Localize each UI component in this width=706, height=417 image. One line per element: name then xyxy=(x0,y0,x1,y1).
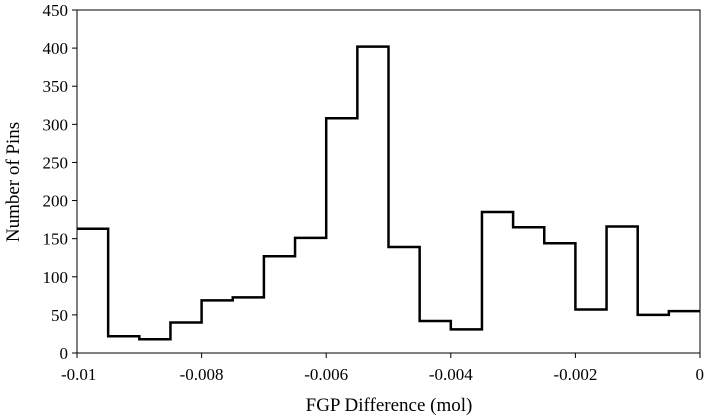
x-tick-label: -0.008 xyxy=(180,365,224,384)
y-tick-label: 300 xyxy=(43,115,69,134)
x-tick-label: -0.01 xyxy=(61,365,96,384)
y-tick-label: 250 xyxy=(43,153,69,172)
x-axis-title: FGP Difference (mol) xyxy=(306,395,473,416)
x-tick-label: -0.002 xyxy=(553,365,597,384)
y-tick-label: 150 xyxy=(43,230,69,249)
x-tick-label: 0 xyxy=(696,365,705,384)
y-axis-title: Number of Pins xyxy=(3,122,24,242)
y-tick-label: 400 xyxy=(43,39,69,58)
x-axis: -0.01 -0.008 -0.006 -0.004 -0.002 0 xyxy=(61,353,704,384)
x-tick-label: -0.006 xyxy=(304,365,348,384)
y-tick-label: 100 xyxy=(43,268,69,287)
histogram-step-line xyxy=(77,45,700,341)
y-tick-label: 0 xyxy=(60,344,69,363)
y-tick-label: 50 xyxy=(51,306,68,325)
y-tick-label: 350 xyxy=(43,77,69,96)
x-tick-label: -0.004 xyxy=(429,365,473,384)
y-tick-label: 200 xyxy=(43,192,69,211)
plot-area-frame xyxy=(76,9,701,354)
y-tick-label: 450 xyxy=(43,1,69,20)
y-axis: 0 50 100 150 200 250 300 350 400 450 xyxy=(43,1,77,363)
